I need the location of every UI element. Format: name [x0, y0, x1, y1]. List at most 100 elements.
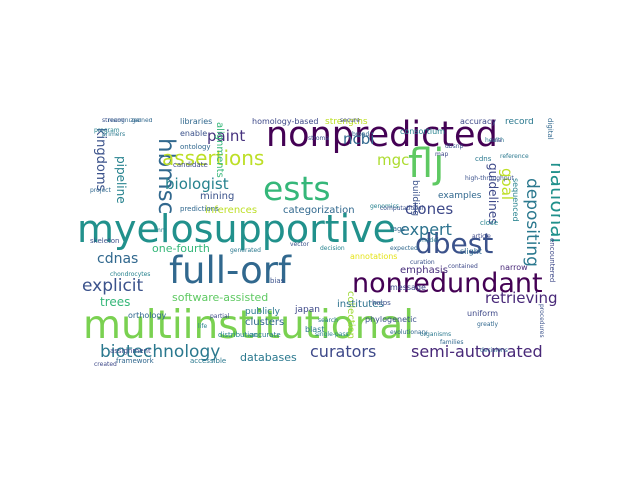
word-cloud-area: multiinstitutional myelosupportive nonpr…	[80, 118, 560, 366]
cloud-word: software-assisted	[172, 291, 269, 304]
cloud-word: chondrocytes	[110, 271, 151, 278]
cloud-word: bias	[270, 277, 285, 285]
cloud-word: encountered	[548, 238, 556, 283]
cloud-word: emphasis	[400, 265, 448, 276]
cloud-word: categorization	[283, 205, 355, 216]
cloud-word: primers	[102, 131, 126, 138]
cloud-word: secure	[340, 118, 360, 124]
cloud-word: message	[390, 283, 426, 292]
cloud-word: stroma	[308, 135, 330, 142]
cloud-word: record	[505, 118, 534, 127]
cloud-word: japan	[295, 305, 320, 315]
cloud-word: program	[94, 127, 120, 134]
cloud-word: annotations	[350, 252, 398, 261]
cloud-word: distribution	[218, 331, 258, 339]
cloud-word: biologist	[165, 175, 229, 193]
cloud-word: candidate	[173, 161, 208, 169]
cloud-word: publicly	[245, 307, 280, 317]
cloud-word: expert	[400, 220, 452, 239]
cloud-word: full-orf	[169, 249, 291, 292]
cloud-word: examples	[438, 191, 482, 201]
cloud-word: genomics	[370, 203, 399, 210]
cloud-word: paint	[207, 127, 246, 145]
cloud-word: clones	[405, 200, 454, 218]
cloud-word: ncbi	[343, 130, 375, 148]
cloud-word: gained	[132, 118, 153, 124]
cloud-word: phylogenetic	[365, 315, 417, 324]
cloud-word: partial	[210, 313, 230, 320]
cloud-word: organisms	[420, 331, 452, 338]
cloud-word: cdnas	[97, 251, 139, 267]
cloud-word: national	[546, 162, 560, 244]
cloud-word: dbsnp	[445, 143, 464, 150]
cloud-word: dbest	[415, 227, 494, 260]
cloud-word: nonredundant	[352, 268, 543, 299]
cloud-word: explicit	[82, 276, 144, 296]
cloud-word: framework	[116, 357, 154, 365]
cloud-word: search	[318, 317, 338, 324]
cloud-word: sequenced	[511, 178, 520, 222]
cloud-word: databases	[240, 351, 297, 364]
cloud-word: reference	[500, 153, 529, 160]
cloud-word: retrieving	[485, 289, 558, 307]
cloud-word: ontology	[180, 143, 211, 151]
cloud-word: greatly	[477, 321, 499, 328]
cloud-word: article	[472, 233, 491, 240]
cloud-word: high-throughput	[465, 175, 514, 182]
cloud-word: project	[90, 187, 111, 194]
cloud-word: life	[198, 323, 208, 330]
cloud-word: biotechnology	[100, 342, 221, 362]
cloud-word: ests	[263, 169, 331, 208]
cloud-word: mgc	[377, 151, 410, 169]
cloud-word: consortium	[400, 127, 445, 136]
cloud-word: alignments	[214, 122, 225, 178]
cloud-word: clusters	[245, 317, 285, 328]
cloud-word: assignment	[110, 347, 151, 355]
cloud-word: inferences	[205, 205, 258, 216]
cloud-word: trees	[100, 295, 131, 309]
cloud-word: generated	[230, 247, 261, 254]
cloud-word: one-fourth	[152, 242, 210, 255]
cloud-word: semi-automated	[411, 342, 543, 361]
cloud-word: mining	[200, 191, 235, 202]
cloud-word: narrow	[500, 263, 528, 272]
cloud-word: broad	[352, 131, 370, 138]
cloud-word: accessible	[190, 357, 227, 365]
cloud-word: pipeline	[114, 156, 128, 204]
cloud-word: expected	[390, 245, 418, 252]
cloud-word: orthology	[128, 311, 167, 320]
cloud-word: guidelines	[486, 163, 500, 225]
cloud-word: helps	[372, 299, 391, 307]
cloud-word: uniform	[467, 309, 499, 318]
cloud-word: single-pass	[315, 331, 349, 338]
cloud-word: vector	[290, 241, 310, 248]
cloud-word: map	[435, 151, 449, 158]
cloud-word: mm	[155, 227, 167, 234]
cloud-word: curators	[310, 342, 377, 361]
cloud-word: decision	[320, 245, 345, 252]
cloud-word: procedures	[538, 304, 545, 338]
cloud-word: digital	[546, 118, 554, 140]
cloud-word: slight	[460, 247, 482, 256]
cloud-word: contained	[448, 263, 478, 270]
cloud-word: predictions	[180, 205, 219, 213]
cloud-word: curation	[410, 259, 435, 266]
cloud-word: tags	[390, 225, 406, 233]
cloud-word: cdns	[475, 155, 492, 163]
cloud-word: libraries	[180, 118, 213, 126]
cloud-word: health	[485, 137, 504, 144]
cloud-word: blast	[305, 325, 325, 334]
cloud-word: myelosupportive	[80, 207, 397, 251]
cloud-word: depositing	[522, 178, 542, 267]
cloud-word: close	[480, 219, 499, 227]
cloud-word: multiinstitutional	[83, 303, 415, 348]
cloud-word: homology-based	[252, 118, 319, 126]
cloud-word: skeleton	[90, 237, 120, 245]
cloud-word: streaml	[102, 118, 125, 124]
cloud-word: accuracy	[460, 118, 497, 126]
cloud-word: flj	[408, 141, 445, 187]
cloud-word: accurate	[250, 331, 281, 339]
cloud-word: nonpredicted	[266, 118, 498, 155]
cloud-word: decisions	[480, 347, 508, 354]
